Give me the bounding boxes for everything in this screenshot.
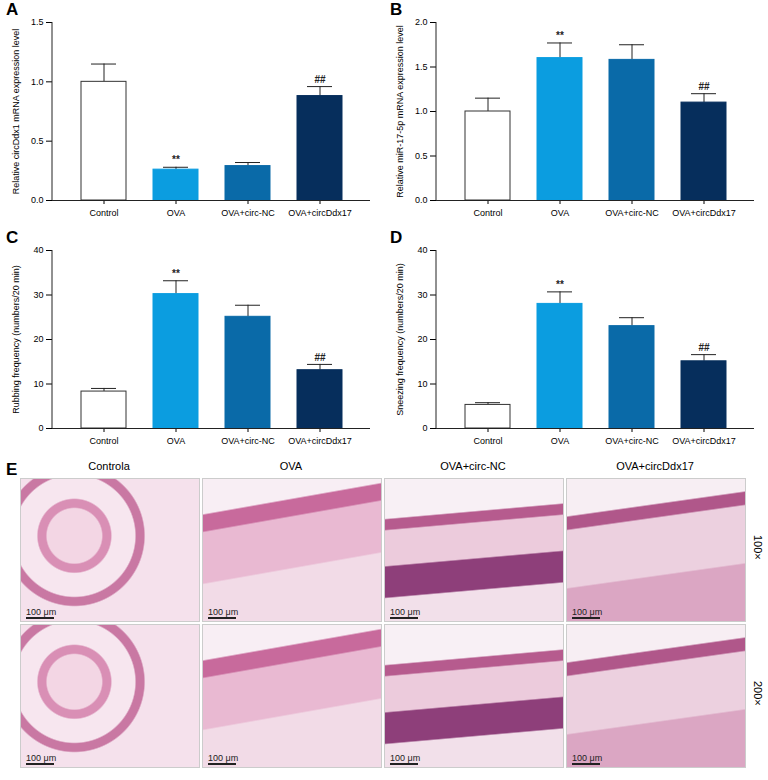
svg-text:**: ** xyxy=(172,268,180,279)
svg-text:Rubbing frequency (numbers/20: Rubbing frequency (numbers/20 min) xyxy=(11,265,21,414)
html-text:100 μm: 100 μm xyxy=(572,607,603,617)
svg-text:0.0: 0.0 xyxy=(415,195,428,205)
svg-text:Control: Control xyxy=(473,208,502,218)
svg-text:0.0: 0.0 xyxy=(31,195,44,205)
html-text:100×: 100× xyxy=(752,535,764,560)
html-text:OVA: OVA xyxy=(279,460,303,472)
svg-text:0: 0 xyxy=(422,423,427,433)
svg-text:OVA+circ-NC: OVA+circ-NC xyxy=(605,436,659,446)
svg-text:##: ## xyxy=(314,74,326,85)
svg-text:OVA+circ-NC: OVA+circ-NC xyxy=(605,208,659,218)
svg-text:0: 0 xyxy=(38,423,43,433)
svg-text:2.0: 2.0 xyxy=(415,17,428,27)
svg-text:OVA+circ-NC: OVA+circ-NC xyxy=(221,436,275,446)
html-text:100 μm: 100 μm xyxy=(208,753,239,763)
html-text:OVA+circ-NC: OVA+circ-NC xyxy=(440,460,506,472)
svg-text:OVA+circDdx17: OVA+circDdx17 xyxy=(672,436,736,446)
svg-text:10: 10 xyxy=(33,379,43,389)
svg-text:0.5: 0.5 xyxy=(415,151,428,161)
svg-text:1.0: 1.0 xyxy=(31,77,44,87)
svg-text:OVA+circDdx17: OVA+circDdx17 xyxy=(288,208,352,218)
svg-text:##: ## xyxy=(314,352,326,363)
svg-text:##: ## xyxy=(698,342,710,353)
svg-text:1.5: 1.5 xyxy=(31,17,44,27)
html-text:D: D xyxy=(390,228,403,247)
svg-text:30: 30 xyxy=(417,290,427,300)
svg-text:Sneezing frequency (numbers/20: Sneezing frequency (numbers/20 min) xyxy=(395,263,405,416)
svg-text:OVA: OVA xyxy=(167,208,185,218)
html-text:100 μm: 100 μm xyxy=(390,607,421,617)
html-text:100 μm: 100 μm xyxy=(26,753,57,763)
svg-text:40: 40 xyxy=(417,245,427,255)
html-text:E: E xyxy=(6,460,18,479)
svg-text:OVA+circDdx17: OVA+circDdx17 xyxy=(288,436,352,446)
html-text:200×: 200× xyxy=(752,681,764,706)
svg-text:Control: Control xyxy=(89,208,118,218)
html-text:100 μm: 100 μm xyxy=(390,753,421,763)
svg-text:OVA: OVA xyxy=(551,436,569,446)
html-text:100 μm: 100 μm xyxy=(208,607,239,617)
svg-text:**: ** xyxy=(556,30,564,41)
svg-text:OVA+circ-NC: OVA+circ-NC xyxy=(221,208,275,218)
svg-text:**: ** xyxy=(172,154,180,165)
html-text:100 μm: 100 μm xyxy=(572,753,603,763)
svg-text:40: 40 xyxy=(33,245,43,255)
svg-text:20: 20 xyxy=(33,334,43,344)
svg-text:OVA: OVA xyxy=(167,436,185,446)
svg-text:OVA: OVA xyxy=(551,208,569,218)
html-text:B: B xyxy=(390,0,403,19)
svg-text:##: ## xyxy=(698,81,710,92)
svg-text:1.0: 1.0 xyxy=(415,106,428,116)
html-text:Controla: Controla xyxy=(88,460,130,472)
svg-text:OVA+circDdx17: OVA+circDdx17 xyxy=(672,208,736,218)
svg-text:Relative circDdx1 mRNA express: Relative circDdx1 mRNA expression level xyxy=(11,29,21,195)
svg-text:10: 10 xyxy=(417,379,427,389)
svg-text:Control: Control xyxy=(473,436,502,446)
svg-text:20: 20 xyxy=(417,334,427,344)
svg-text:0.5: 0.5 xyxy=(31,136,44,146)
svg-text:1.5: 1.5 xyxy=(415,62,428,72)
svg-text:Relative miR-17-5p mRNA expres: Relative miR-17-5p mRNA expression level xyxy=(395,25,405,198)
html-text:100 μm: 100 μm xyxy=(26,607,57,617)
html-text:C: C xyxy=(6,228,19,247)
svg-text:**: ** xyxy=(556,279,564,290)
svg-text:30: 30 xyxy=(33,290,43,300)
html-text:A: A xyxy=(6,0,19,19)
html-text:OVA+circDdx17: OVA+circDdx17 xyxy=(616,460,694,472)
svg-text:Control: Control xyxy=(89,436,118,446)
